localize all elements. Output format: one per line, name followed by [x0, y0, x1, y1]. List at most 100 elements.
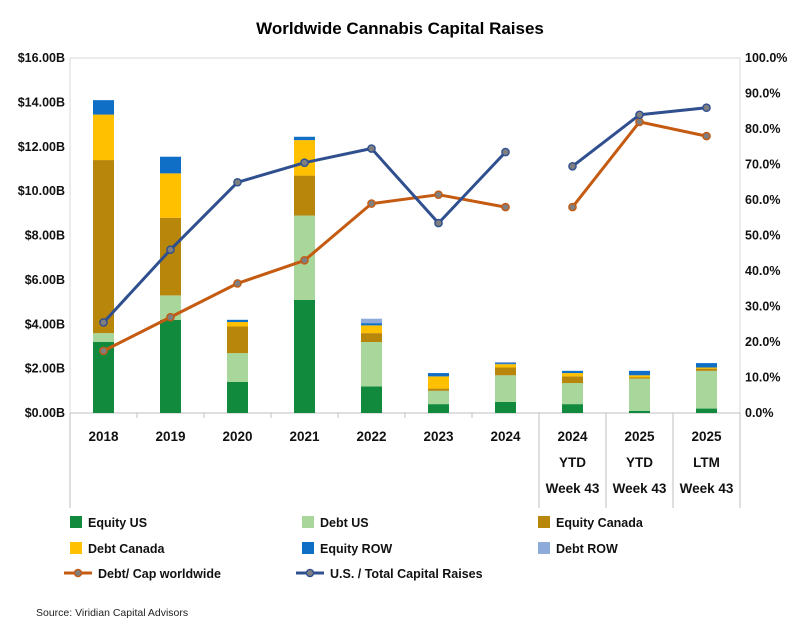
x-tick-label: 2024	[557, 429, 588, 444]
bar-equity-us	[562, 404, 583, 413]
bar-debt-canada	[294, 140, 315, 176]
y-left-tick-label: $16.00B	[18, 51, 65, 65]
x-tick-label: YTD	[559, 455, 586, 470]
point-u-s-total-capital-raises	[99, 318, 108, 327]
x-tick-label: 2019	[155, 429, 185, 444]
y-right-tick-label: 80.0%	[745, 122, 780, 136]
legend-label: Equity ROW	[320, 542, 392, 556]
y-left-tick-label: $4.00B	[25, 317, 65, 331]
legend: Equity US Debt US Equity Canada Debt Canada…	[64, 516, 644, 581]
point-debt-cap-worldwide	[635, 117, 644, 127]
legend-swatch	[70, 516, 82, 528]
bar-equity-row	[562, 370, 583, 374]
bar-debt-canada	[93, 114, 114, 161]
y-right-tick-label: 0.0%	[745, 406, 774, 420]
x-tick-label: 2020	[222, 429, 252, 444]
y-right-tick-label: 30.0%	[745, 300, 780, 314]
bar-equity-row	[361, 323, 382, 326]
bar-equity-row	[294, 136, 315, 141]
bar-equity-us	[629, 410, 650, 413]
bar-equity-canada	[696, 368, 717, 371]
legend-marker	[305, 568, 315, 578]
bar-equity-canada	[495, 367, 516, 376]
bar-debt-us	[562, 383, 583, 405]
bar-debt-canada	[361, 325, 382, 334]
x-tick-label: Week 43	[613, 481, 667, 496]
bar-equity-us	[227, 381, 248, 413]
bar-debt-us	[361, 342, 382, 387]
point-u-s-total-capital-raises	[166, 245, 175, 254]
bar-equity-us	[361, 386, 382, 413]
x-tick-label: LTM	[693, 455, 720, 470]
point-debt-cap-worldwide	[233, 279, 242, 288]
bar-equity-canada	[227, 326, 248, 354]
point-u-s-total-capital-raises	[568, 161, 577, 171]
point-u-s-total-capital-raises	[434, 218, 443, 228]
bar-equity-canada	[93, 160, 114, 334]
bar-debt-us	[227, 353, 248, 382]
point-u-s-total-capital-raises	[300, 158, 309, 168]
bar-debt-row	[495, 361, 516, 364]
x-tick-label: 2021	[289, 429, 320, 444]
point-u-s-total-capital-raises	[635, 110, 644, 120]
point-debt-cap-worldwide	[367, 199, 376, 208]
bar-equity-row	[629, 370, 650, 376]
point-debt-cap-worldwide	[568, 202, 577, 212]
bar-debt-canada	[562, 373, 583, 377]
bar-equity-row	[495, 363, 516, 365]
bar-equity-us	[160, 319, 181, 413]
x-tick-label: YTD	[626, 455, 653, 470]
bar-debt-canada	[495, 364, 516, 368]
bar-equity-row	[227, 319, 248, 323]
bar-equity-us	[294, 299, 315, 413]
bar-debt-canada	[227, 322, 248, 327]
bar-debt-row	[361, 318, 382, 324]
bar-debt-canada	[629, 375, 650, 378]
bar-equity-canada	[629, 377, 650, 379]
bar-debt-us	[629, 378, 650, 411]
legend-marker	[73, 568, 83, 578]
legend-label: Debt US	[320, 516, 369, 530]
legend-label: Debt/ Cap worldwide	[98, 567, 221, 581]
bar-equity-row	[160, 156, 181, 174]
bar-equity-canada	[562, 376, 583, 384]
y-left-tick-label: $0.00B	[25, 406, 65, 420]
x-tick-label: 2024	[490, 429, 521, 444]
y-right-tick-label: 50.0%	[745, 229, 780, 243]
point-debt-cap-worldwide	[99, 346, 108, 356]
bar-debt-us	[696, 370, 717, 409]
legend-label: Equity US	[88, 516, 147, 530]
legend-swatch	[70, 542, 82, 554]
point-debt-cap-worldwide	[300, 256, 309, 265]
y-left-tick-label: $12.00B	[18, 140, 65, 154]
legend-label: Debt Canada	[88, 542, 165, 556]
y-left-tick-label: $6.00B	[25, 273, 65, 287]
legend-label: Debt ROW	[556, 542, 618, 556]
bar-debt-canada	[696, 367, 717, 369]
point-u-s-total-capital-raises	[702, 103, 711, 112]
chart-source: Source: Viridian Capital Advisors	[36, 607, 188, 619]
bar-equity-us	[495, 401, 516, 413]
legend-swatch	[538, 516, 550, 528]
bar-equity-row	[93, 100, 114, 115]
bar-debt-us	[428, 390, 449, 405]
y-right-tick-label: 70.0%	[745, 158, 780, 172]
x-tick-label: Week 43	[680, 481, 734, 496]
x-tick-label: 2022	[356, 429, 386, 444]
bar-debt-us	[93, 333, 114, 342]
bar-equity-canada	[428, 388, 449, 391]
y-left-tick-label: $10.00B	[18, 184, 65, 198]
point-debt-cap-worldwide	[501, 202, 510, 212]
legend-swatch	[302, 542, 314, 554]
x-tick-label: 2025	[691, 429, 722, 444]
bar-equity-us	[93, 342, 114, 413]
legend-swatch	[538, 542, 550, 554]
point-u-s-total-capital-raises	[501, 147, 510, 157]
bar-equity-canada	[361, 333, 382, 342]
bar-debt-canada	[428, 376, 449, 389]
x-tick-label: 2025	[624, 429, 655, 444]
legend-label: U.S. / Total Capital Raises	[330, 567, 483, 581]
